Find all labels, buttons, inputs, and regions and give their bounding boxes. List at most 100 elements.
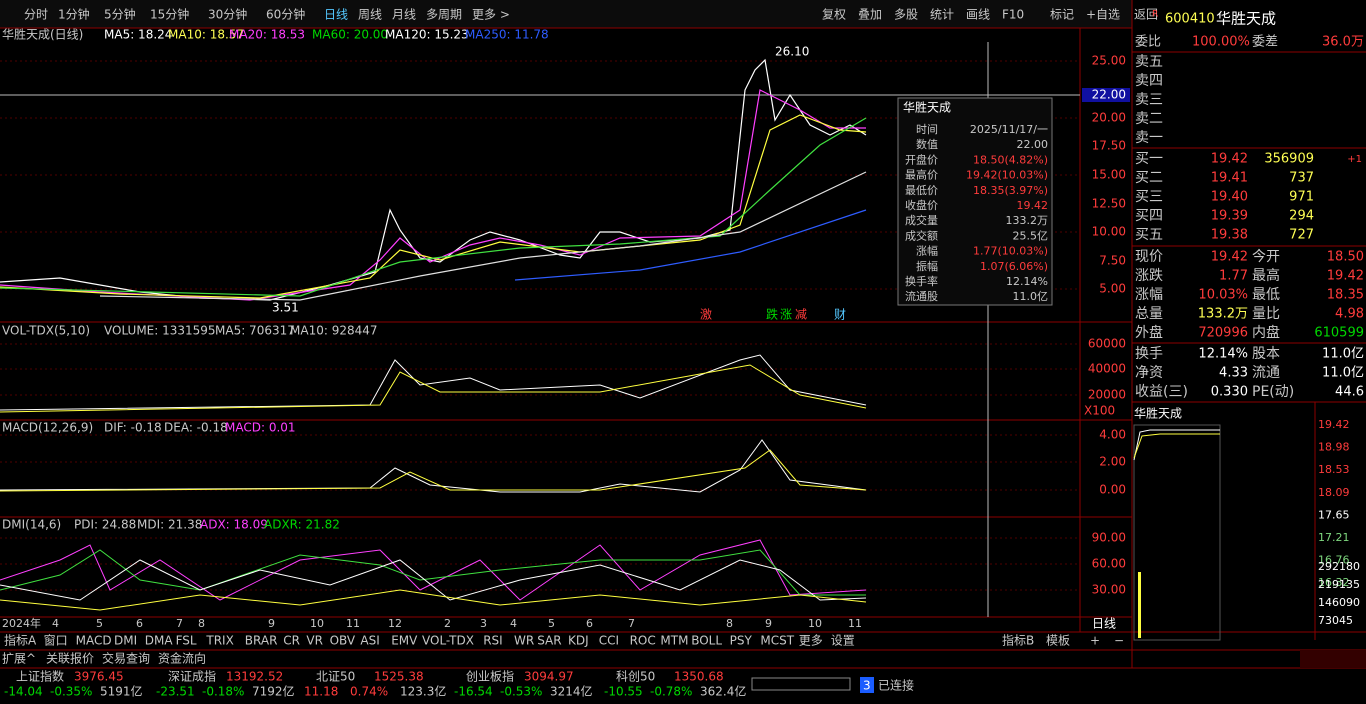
label[interactable]: 分时 — [24, 8, 48, 22]
label: 610599 — [1314, 326, 1364, 341]
label[interactable]: TRIX — [205, 634, 233, 648]
label: DMI(14,6) — [2, 518, 61, 532]
label[interactable]: 更多 > — [472, 8, 510, 22]
label: 22.00 — [1092, 88, 1126, 102]
label: 11.0亿 — [1322, 347, 1364, 362]
label[interactable]: 1分钟 — [58, 7, 90, 22]
label[interactable]: + — [1090, 634, 1100, 648]
label[interactable]: VR — [306, 634, 323, 648]
label[interactable]: 叠加 — [858, 8, 882, 22]
label[interactable]: KDJ — [568, 634, 589, 648]
label[interactable]: 返回 — [1134, 8, 1158, 22]
label: 外盘 — [1135, 324, 1163, 341]
label: DIF: -0.18 — [104, 421, 162, 435]
label[interactable]: VOL-TDX — [422, 634, 474, 648]
label: 卖二 — [1135, 111, 1163, 127]
label: 18.35 — [1327, 288, 1364, 303]
label[interactable]: 扩展^ — [2, 652, 36, 666]
label[interactable]: PSY — [730, 634, 753, 648]
label[interactable]: 月线 — [392, 8, 416, 22]
label[interactable]: SAR — [537, 634, 561, 648]
label: 涨幅 — [1135, 287, 1163, 303]
label: 委差 — [1252, 35, 1278, 50]
label: 1350.68 — [674, 670, 724, 684]
label: 涨 — [780, 307, 792, 322]
label[interactable]: 5分钟 — [104, 7, 136, 22]
label: 华胜天成 — [1216, 10, 1276, 28]
label[interactable]: MTM — [660, 634, 688, 648]
label: MA20: 18.53 — [229, 28, 305, 42]
label[interactable]: +自选 — [1086, 8, 1120, 22]
label[interactable]: − — [1114, 634, 1124, 648]
label[interactable]: EMV — [391, 634, 418, 648]
label: 3094.97 — [524, 670, 574, 684]
label[interactable]: 多周期 — [426, 8, 462, 22]
label: 10 — [310, 617, 324, 630]
label[interactable]: 资金流向 — [158, 651, 206, 666]
label: 卖一 — [1135, 130, 1163, 146]
label[interactable]: 30分钟 — [208, 7, 247, 22]
label[interactable]: 窗口 — [44, 634, 68, 648]
label[interactable]: FSL — [176, 634, 197, 648]
label[interactable]: 模板 — [1046, 634, 1070, 648]
label: -0.35% — [50, 685, 92, 699]
label: 18.50(4.82%) — [973, 153, 1048, 166]
label[interactable]: 设置 — [831, 634, 855, 648]
label[interactable]: 日线 — [324, 8, 348, 22]
label[interactable]: 复权 — [822, 8, 846, 22]
label[interactable]: CCI — [599, 634, 619, 648]
label: VOL-TDX(5,10) — [2, 324, 90, 338]
label: 时间 — [916, 123, 938, 136]
label[interactable]: 画线 — [966, 8, 990, 22]
label: -0.78% — [650, 685, 692, 699]
label: 6 — [136, 617, 143, 630]
label[interactable]: 15分钟 — [150, 7, 189, 22]
label[interactable]: 标记 — [1050, 8, 1074, 22]
label[interactable]: 指标A — [4, 633, 37, 648]
label[interactable]: DMI — [114, 634, 137, 648]
label: 19.42 — [1327, 269, 1364, 284]
label[interactable]: 交易查询 — [102, 651, 150, 666]
label: 4 — [52, 617, 59, 630]
label: MA5: 18.24 — [104, 28, 172, 42]
label: 7.50 — [1099, 254, 1126, 268]
label[interactable]: OBV — [330, 634, 356, 648]
label[interactable]: MCST — [760, 634, 794, 648]
label[interactable]: BOLL — [691, 634, 722, 648]
label[interactable]: 统计 — [930, 8, 954, 22]
label: 22.00 — [1017, 138, 1049, 151]
label: 买二 — [1135, 170, 1163, 186]
label: 18.35(3.97%) — [973, 184, 1048, 197]
label: MA5: 706317 — [215, 324, 295, 338]
label[interactable]: MACD — [76, 634, 112, 648]
label[interactable]: BRAR — [245, 634, 278, 648]
label: 294 — [1289, 209, 1314, 224]
mini-vol-bar — [1138, 572, 1141, 638]
label[interactable]: 多股 — [894, 8, 918, 22]
label: 华胜天成 — [1134, 406, 1182, 421]
label[interactable]: ROC — [630, 634, 656, 648]
label: 25.5亿 — [1013, 229, 1049, 242]
label[interactable]: 周线 — [358, 8, 382, 22]
label[interactable]: DMA — [145, 634, 174, 648]
label: 涨跌 — [1135, 268, 1163, 284]
label[interactable]: ASI — [360, 634, 379, 648]
label[interactable]: 关联报价 — [46, 651, 94, 666]
label: 18.53 — [1318, 463, 1350, 476]
label: 成交量 — [905, 213, 938, 227]
label[interactable]: CR — [283, 634, 300, 648]
label: 3 — [863, 679, 871, 693]
label: 19.40 — [1211, 190, 1248, 205]
label: -14.04 — [4, 685, 43, 699]
label[interactable]: 指标B — [1002, 633, 1034, 648]
label: 219135 — [1318, 578, 1360, 591]
label: 90.00 — [1092, 531, 1126, 545]
label[interactable]: 更多 — [799, 634, 823, 648]
label: 10 — [808, 617, 822, 630]
label[interactable]: WR — [514, 634, 534, 648]
label[interactable]: RSI — [483, 634, 503, 648]
strength-meter — [751, 677, 851, 691]
label[interactable]: 60分钟 — [266, 7, 305, 22]
label[interactable]: F10 — [1002, 8, 1024, 22]
